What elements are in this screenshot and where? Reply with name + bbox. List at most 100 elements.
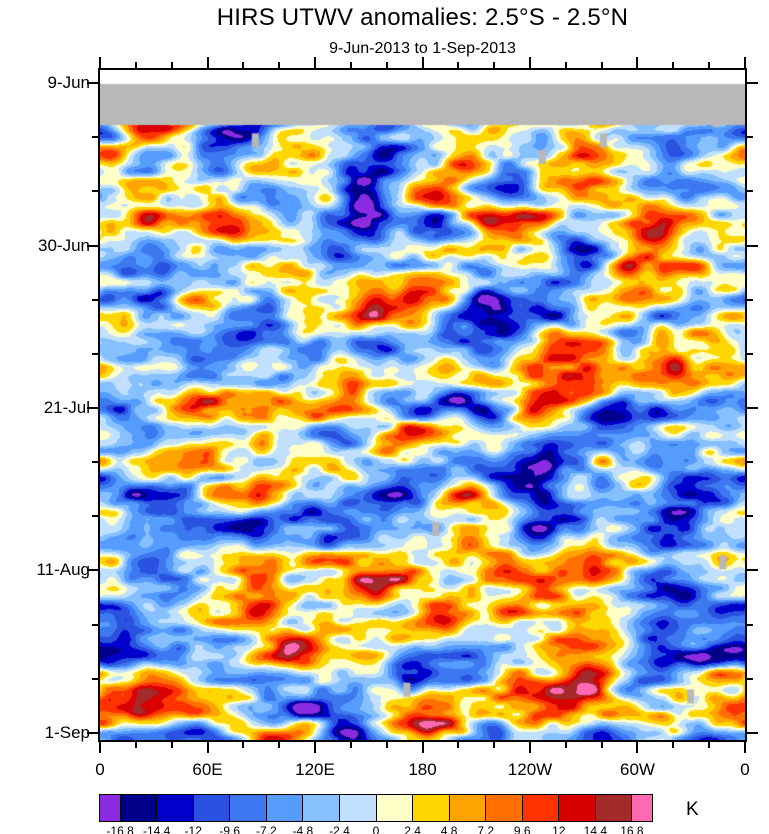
tick-mark xyxy=(747,460,753,463)
colorbar-segment xyxy=(303,795,340,821)
colorbar-unit-label: K xyxy=(686,799,699,820)
x-tick-label: 120W xyxy=(507,760,553,779)
chart-subtitle: 9-Jun-2013 to 1-Sep-2013 xyxy=(329,40,516,57)
tick-mark xyxy=(87,732,98,735)
tick-mark xyxy=(92,623,98,626)
tick-mark xyxy=(206,742,209,753)
colorbar-tick-label: 7.2 xyxy=(477,824,494,834)
y-tick-label: 11-Aug xyxy=(36,560,90,580)
tick-mark xyxy=(349,742,352,748)
y-tick-label: 30-Jun xyxy=(38,235,90,255)
tick-mark xyxy=(170,742,173,748)
tick-mark xyxy=(747,569,758,572)
tick-mark xyxy=(421,742,424,753)
tick-mark xyxy=(636,57,639,68)
tick-mark xyxy=(529,742,531,753)
x-tick-label: 180 xyxy=(408,760,437,779)
colorbar-segment xyxy=(595,795,633,821)
colorbar-tick-label: -2.4 xyxy=(329,824,350,834)
colorbar-tick-label: -7.2 xyxy=(255,824,277,834)
colorbar-tick-label: -9.6 xyxy=(219,824,241,834)
colorbar-tick-label: -14.4 xyxy=(142,824,171,834)
tick-mark xyxy=(747,515,753,518)
tick-mark xyxy=(87,81,98,84)
tick-mark xyxy=(92,515,98,518)
tick-mark xyxy=(92,136,98,138)
colorbar-tick-label: -4.8 xyxy=(292,824,314,834)
colorbar-segment xyxy=(193,795,231,821)
plot-area xyxy=(98,68,747,742)
tick-mark xyxy=(206,57,209,68)
x-tick-label: 120E xyxy=(295,760,335,779)
tick-mark xyxy=(87,569,98,572)
colorbar-tick-label: 16.8 xyxy=(620,824,644,834)
tick-mark xyxy=(747,732,758,735)
tick-mark xyxy=(87,244,98,247)
colorbar-segment xyxy=(230,795,267,821)
tick-mark xyxy=(747,81,758,84)
colorbar-segment xyxy=(413,795,450,821)
colorbar-segment xyxy=(120,795,158,821)
tick-mark xyxy=(744,57,746,68)
tick-mark xyxy=(457,62,460,68)
tick-mark xyxy=(600,742,603,748)
tick-mark xyxy=(747,678,753,681)
tick-mark xyxy=(87,406,98,409)
colorbar-segment xyxy=(339,795,377,821)
tick-mark xyxy=(99,57,101,68)
colorbar-segment xyxy=(449,795,487,821)
colorbar xyxy=(99,794,653,822)
colorbar-segment xyxy=(376,795,414,821)
tick-mark xyxy=(349,62,352,68)
colorbar-tick-label: 4.8 xyxy=(440,824,458,834)
x-tick-label: 60W xyxy=(620,760,655,779)
colorbar-segment xyxy=(266,795,304,821)
x-tick-label: 0 xyxy=(740,760,750,779)
tick-mark xyxy=(747,623,753,626)
tick-mark xyxy=(99,742,101,753)
tick-mark xyxy=(493,742,496,748)
colorbar-tick-label: 14.4 xyxy=(583,824,607,834)
tick-mark xyxy=(672,742,675,748)
tick-mark xyxy=(708,62,711,68)
colorbar-segment xyxy=(486,795,523,821)
colorbar-tick-label: -16.8 xyxy=(106,824,134,834)
tick-mark xyxy=(747,352,753,355)
tick-mark xyxy=(92,298,98,301)
tick-mark xyxy=(92,460,98,463)
tick-mark xyxy=(278,742,281,748)
tick-mark xyxy=(747,298,753,301)
tick-mark xyxy=(747,244,758,247)
colorbar-tick-label: 9.6 xyxy=(513,824,531,834)
tick-mark xyxy=(242,62,245,68)
tick-mark xyxy=(134,742,137,748)
tick-mark xyxy=(92,678,98,681)
y-tick-label: 1-Sep xyxy=(44,723,90,743)
colorbar-segment xyxy=(559,795,596,821)
tick-mark xyxy=(92,352,98,355)
y-tick-label: 21-Jul xyxy=(43,397,90,417)
tick-mark xyxy=(385,742,388,748)
tick-mark xyxy=(385,62,388,68)
tick-mark xyxy=(529,57,531,68)
tick-mark xyxy=(278,62,281,68)
colorbar-tick-label: 2.4 xyxy=(404,824,421,834)
tick-mark xyxy=(170,62,173,68)
colorbar-segment xyxy=(522,795,560,821)
contour-field-canvas xyxy=(100,70,745,740)
tick-mark xyxy=(747,406,758,409)
tick-mark xyxy=(708,742,711,748)
colorbar-tick-label: 0 xyxy=(372,824,380,834)
colorbar-segment xyxy=(632,795,652,821)
tick-mark xyxy=(672,62,675,68)
tick-mark xyxy=(600,62,603,68)
tick-mark xyxy=(134,62,137,68)
tick-mark xyxy=(313,57,316,68)
colorbar-tick-label: 12 xyxy=(552,824,566,834)
tick-mark xyxy=(421,57,424,68)
chart-title: HIRS UTWV anomalies: 2.5°S - 2.5°N xyxy=(216,4,629,31)
x-tick-label: 60E xyxy=(192,760,223,779)
tick-mark xyxy=(747,190,753,193)
y-tick-label: 9-Jun xyxy=(47,72,90,92)
